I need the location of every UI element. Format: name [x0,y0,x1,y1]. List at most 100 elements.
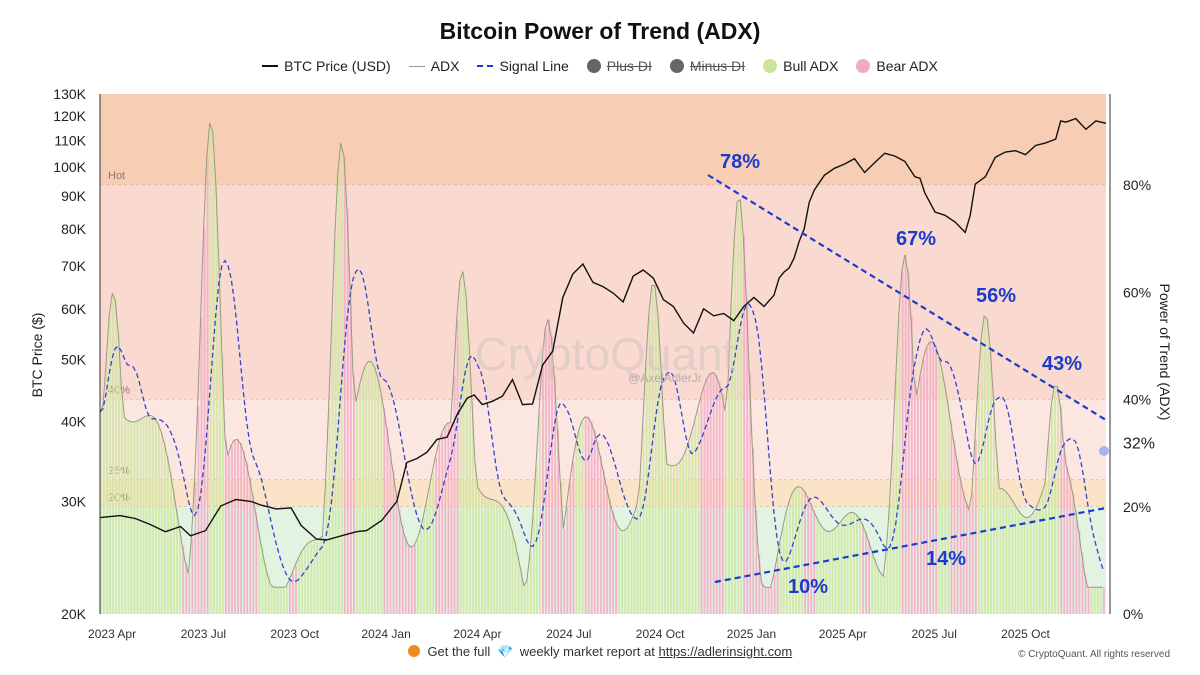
adx-bar [264,562,267,614]
adx-bar [758,554,761,614]
adx-bar [624,530,627,614]
adx-bar [968,509,971,614]
adx-bar [346,208,349,614]
btc-price-line [99,117,1107,541]
adx-bar [1060,406,1063,614]
adx-bar [401,524,404,614]
adx-bar [1081,552,1084,614]
adx-bar [987,318,989,614]
adx-bar [560,482,563,614]
adx-bar [429,487,432,614]
adx-bar [526,581,529,614]
adx-bar [447,423,450,614]
adx-bar [164,442,166,614]
adx-bar [389,448,392,614]
legend-item-4[interactable]: Minus DI [669,58,745,74]
adx-bar [621,530,624,614]
footer-link[interactable]: https://adlerinsight.com [658,644,793,659]
adx-bar [243,451,246,614]
adx-bar [1075,510,1078,614]
adx-bar [301,552,303,614]
adx-bar [371,361,374,614]
y-right-tick-label-0: 80% [1123,177,1151,193]
adx-bar [349,287,352,614]
adx-bar [767,587,770,614]
adx-bar [1096,587,1099,614]
adx-bar [279,587,282,614]
adx-bar [502,506,505,614]
adx-bar [926,348,928,614]
adx-bar [100,411,102,614]
adx-bar [365,365,368,614]
adx-bar [319,538,322,614]
adx-bar [795,488,797,614]
adx-bar [109,316,111,614]
adx-bar [981,340,983,614]
adx-bar [395,490,398,614]
adx-bar [688,442,691,614]
current-adx-label: 32% [1123,435,1155,452]
adx-bar [212,131,215,614]
adx-bar [505,511,508,614]
adx-bar [685,451,688,614]
adx-bar [929,342,931,614]
adx-bar [843,517,846,614]
legend-swatch-icon [477,65,494,67]
adx-bar [508,519,511,614]
adx-bar [313,540,316,614]
adx-bar [846,514,849,614]
adx-bar [456,319,459,614]
adx-bar [154,418,157,614]
adx-bar [194,481,197,614]
adx-bar [374,366,377,614]
adx-bar [441,434,444,614]
adx-bar [856,514,858,614]
adx-bar [1078,530,1081,614]
adx-bar [170,471,172,614]
legend-label: Bear ADX [876,58,938,74]
adx-bar [709,373,712,614]
adx-bar [859,518,861,614]
adx-bar [1002,488,1005,614]
y-right-tick-label-1: 60% [1123,284,1151,300]
adx-bar [724,410,727,614]
legend-item-2[interactable]: Signal Line [477,58,569,74]
adx-bar [304,547,307,614]
adx-bar [959,476,962,614]
adx-bar [1017,509,1020,614]
adx-bar [731,305,733,614]
adx-bar [676,465,678,614]
adx-bar [587,417,590,614]
adx-bar [1008,494,1011,614]
adx-bar [298,558,300,614]
legend-item-0[interactable]: BTC Price (USD) [262,58,391,74]
adx-bar [727,382,730,614]
adx-bar [310,541,313,614]
legend-item-3[interactable]: Plus DI [586,58,652,74]
adx-bar [435,456,438,614]
adx-bar [1045,483,1047,614]
adx-bar [700,397,703,614]
adx-bar [1063,441,1066,614]
adx-bar [749,374,752,614]
legend-item-5[interactable]: Bull ADX [763,58,838,74]
y-left-tick-label-1: 120K [53,108,86,124]
adx-bar [886,547,889,614]
adx-bar [420,529,422,614]
adx-bar [499,503,502,614]
legend-item-6[interactable]: Bear ADX [856,58,938,74]
adx-bar [590,421,593,614]
adx-bar [916,395,919,614]
adx-bar [258,530,261,614]
adx-bar [660,365,663,614]
adx-bar [883,576,886,614]
legend-item-1[interactable]: ADX [408,58,459,74]
adx-bar [599,455,602,614]
adx-bar [1026,517,1029,614]
adx-bar [877,566,880,614]
adx-bar [444,426,447,614]
adx-bar [566,506,569,614]
adx-bar [270,585,273,614]
adx-bar [115,299,118,614]
adx-bar [907,271,910,614]
